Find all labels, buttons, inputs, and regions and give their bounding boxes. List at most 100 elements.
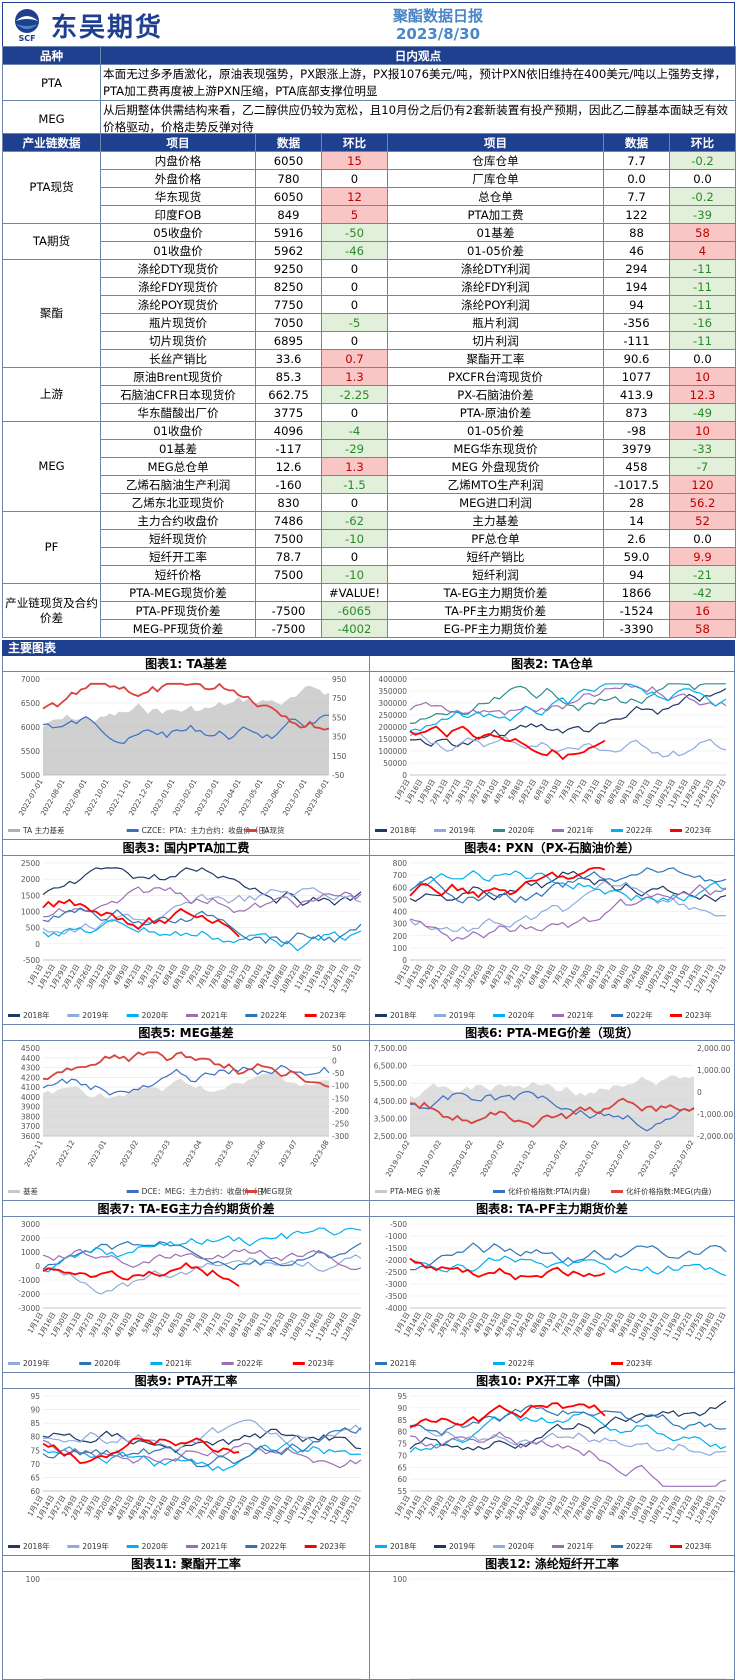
legend-swatch (186, 1545, 198, 1548)
legend-swatch (375, 1362, 387, 1365)
chart-plot: 80070060050040030020010001月1日1月15日1月29日2… (375, 859, 728, 1020)
x-tick-label: 2022-12 (55, 1139, 77, 1168)
item-change: -1.5 (321, 475, 388, 494)
legend-label: 2021年 (567, 1541, 594, 1551)
series-line (42, 1051, 330, 1088)
item-change: -4002 (321, 619, 388, 638)
item-change: 0 (321, 493, 388, 512)
chart-plot: 9590858075706560551月1日1月14日1月27日2月9日2月22… (375, 1392, 728, 1551)
series-line (42, 1427, 362, 1468)
series-line (42, 1064, 330, 1096)
y-tick-label: 60 (30, 1487, 40, 1496)
item-change: 16 (669, 601, 736, 620)
item-name: 乙烯MTO生产利润 (387, 475, 604, 494)
item-value: 46 (603, 241, 670, 260)
series-line (409, 1097, 695, 1129)
item-value: -7500 (255, 601, 322, 620)
legend-swatch (434, 1545, 446, 1548)
item-value: 6050 (255, 187, 322, 206)
y-tick-label: 3,500.00 (374, 1114, 408, 1123)
chart-panel: 图表6: PTA-MEG价差（现货） 7,500.00 6,500.00 5,500.… (370, 1025, 734, 1201)
series-line (409, 1423, 727, 1456)
legend-swatch (8, 1190, 20, 1193)
item-name: EG-PF主力期货价差 (387, 619, 604, 638)
y-tick-label: 300 (393, 920, 408, 929)
item-value: 662.75 (255, 385, 322, 404)
series-line (409, 1404, 727, 1436)
item-value: -117 (255, 439, 322, 458)
y-tick-label: 100000 (378, 747, 407, 756)
x-tick-label: 2021-01-02 (511, 1139, 538, 1178)
item-value: 780 (255, 169, 322, 188)
y2-tick-label: -50 (332, 771, 344, 780)
y2-tick-label: 0 (332, 1057, 337, 1066)
legend-swatch (493, 1545, 505, 1548)
item-name: 切片利润 (387, 331, 604, 350)
item-value: -1017.5 (603, 475, 670, 494)
x-tick-label: 2023-03 (150, 1139, 172, 1168)
item-name: PTA-MEG现货价差 (100, 583, 256, 602)
item-value: 7050 (255, 313, 322, 332)
y-tick-label: 1000 (21, 1248, 40, 1257)
legend-label: 2022年 (626, 1010, 653, 1020)
item-change: 0.0 (669, 169, 736, 188)
item-name: PTA-原油价差 (387, 403, 604, 422)
item-value: -3390 (603, 619, 670, 638)
series-line (409, 1090, 695, 1132)
y2-tick-label: 50 (332, 1044, 342, 1053)
item-name: 长丝产销比 (100, 349, 256, 368)
x-tick-label: 2023-05 (214, 1139, 236, 1168)
item-name: MEG进口利润 (387, 493, 604, 512)
item-name: 厂库仓单 (387, 169, 604, 188)
series-line (409, 1242, 727, 1271)
item-value (255, 583, 322, 602)
item-name: 01基差 (387, 223, 604, 242)
legend-label: 基差 (23, 1186, 38, 1196)
data-col-header: 环比 (669, 133, 736, 152)
item-change: 10 (669, 421, 736, 440)
item-value: 59.0 (603, 547, 670, 566)
x-tick-label: 2023-06 (246, 1139, 268, 1169)
y2-tick-label: 550 (332, 713, 347, 722)
y2-tick-label: -150 (332, 1094, 349, 1103)
chart-plot: 3000200010000-1000-2000-30001月1日1月16日1月3… (8, 1220, 363, 1368)
series-line (409, 1410, 727, 1453)
chart-plot: 70006500600055005000950750550350150-5020… (8, 675, 347, 835)
chart-plot: 25002000150010005000-5001月1日1月15日1月29日2月… (8, 859, 363, 1020)
legend-swatch (434, 1014, 446, 1017)
item-value: 873 (603, 403, 670, 422)
series-line (42, 1261, 240, 1287)
item-change: -11 (669, 331, 736, 350)
group-label: PTA现货 (2, 151, 101, 224)
y2-tick-label: 950 (332, 675, 347, 684)
item-value: 122 (603, 205, 670, 224)
series-line (42, 907, 362, 945)
x-tick-label: 2023-01 (87, 1139, 109, 1168)
item-value: -160 (255, 475, 322, 494)
y-tick-label: 90 (397, 1404, 407, 1413)
chart-title: 图表3: 国内PTA加工费 (3, 840, 369, 856)
legend-swatch (552, 1014, 564, 1017)
y-tick-label: -500 (390, 1220, 407, 1229)
legend-label: 2023年 (308, 1358, 335, 1368)
series-line (42, 1248, 362, 1271)
y-tick-label: 2,500.00 (374, 1132, 408, 1141)
item-name: 短纤现货价 (100, 529, 256, 548)
item-value: 90.6 (603, 349, 670, 368)
series-line (42, 714, 330, 745)
legend-label: 2023年 (685, 825, 712, 835)
item-change: 4 (669, 241, 736, 260)
item-name: 印度FOB (100, 205, 256, 224)
y-tick-label: -2500 (385, 1268, 407, 1277)
item-change: -42 (669, 583, 736, 602)
legend-label: 2020年 (142, 1010, 169, 1020)
chart-title: 图表9: PTA开工率 (3, 1373, 369, 1389)
item-value: 85.3 (255, 367, 322, 386)
item-value: 1077 (603, 367, 670, 386)
item-name: PTA加工费 (387, 205, 604, 224)
item-name: 01收盘价 (100, 421, 256, 440)
y-tick-label: 90 (30, 1406, 40, 1415)
y-tick-label: 150000 (378, 735, 407, 744)
legend-label: 2019年 (82, 1010, 109, 1020)
y-tick-label: 3600 (21, 1132, 40, 1141)
